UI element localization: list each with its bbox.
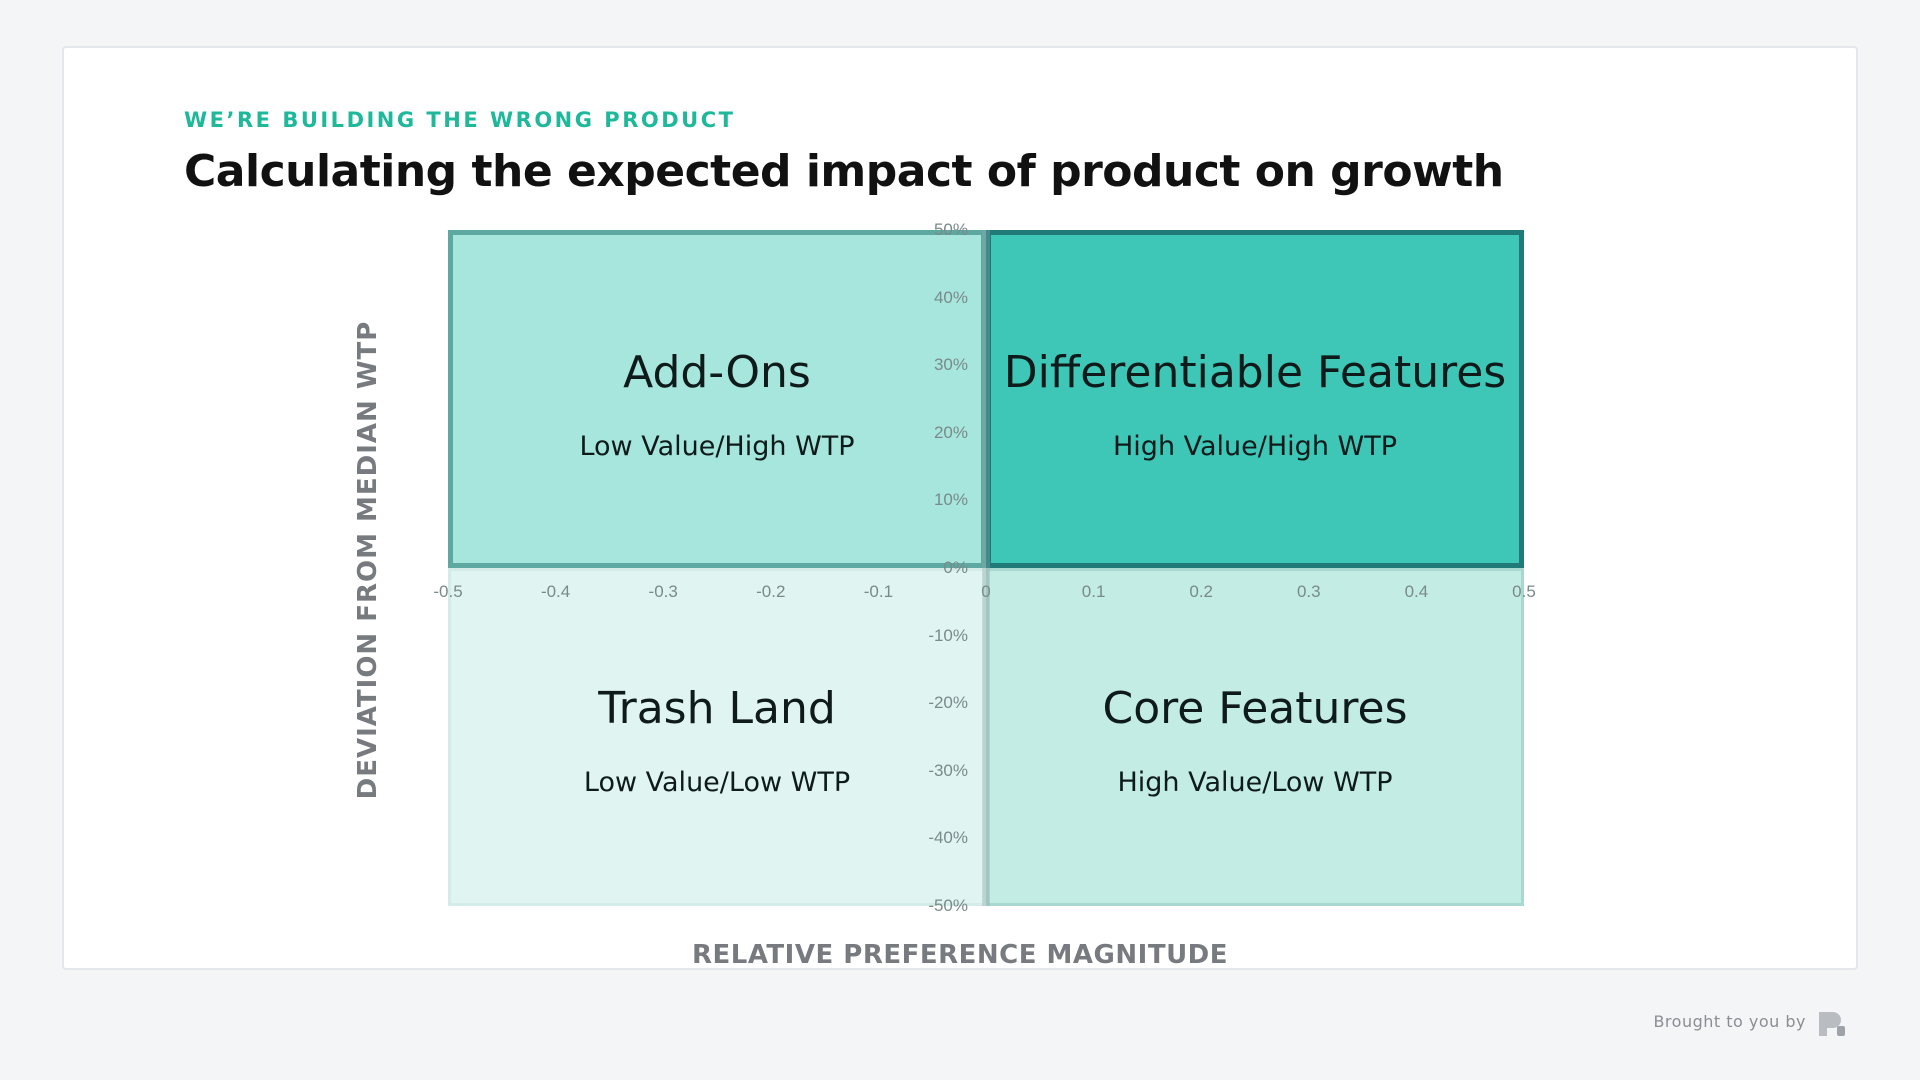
y-axis-label: DEVIATION FROM MEDIAN WTP (353, 320, 383, 800)
quadrant-subtitle: High Value/Low WTP (1117, 767, 1393, 798)
quadrant-core-features: Core Features High Value/Low WTP (986, 568, 1524, 906)
y-tick-label: 20% (933, 422, 968, 442)
x-tick-label: -0.5 (433, 582, 463, 601)
page-title: Calculating the expected impact of produ… (184, 146, 1504, 197)
y-tick-label: 10% (933, 490, 968, 510)
quadrant-title: Trash Land (598, 683, 836, 734)
y-tick-label: -30% (928, 760, 968, 780)
x-tick-label: 0.4 (1404, 582, 1429, 601)
quadrant-add-ons: Add-Ons Low Value/High WTP (448, 230, 986, 568)
x-tick-label: 0.1 (1081, 582, 1106, 601)
y-tick-label: 30% (933, 355, 968, 375)
quadrant-title: Core Features (1102, 683, 1408, 734)
quadrant-trash-land: Trash Land Low Value/Low WTP (448, 568, 986, 906)
x-tick-label: 0.2 (1189, 582, 1214, 601)
quadrant-differentiable-features: Differentiable Features High Value/High … (986, 230, 1524, 568)
y-tick-label: -50% (928, 896, 968, 915)
quadrant-title: Differentiable Features (1003, 347, 1507, 398)
y-tick-label: 0% (943, 558, 968, 577)
x-tick-label: -0.3 (648, 582, 678, 601)
x-tick-label: 0.5 (1512, 582, 1536, 601)
y-tick-label: -10% (928, 625, 968, 645)
y-tick-label: 50% (933, 220, 968, 239)
x-tick-label: -0.2 (756, 582, 786, 601)
quadrant-subtitle: Low Value/High WTP (579, 431, 855, 462)
eyebrow-label: WE’RE BUILDING THE WRONG PRODUCT (184, 108, 736, 132)
x-tick-label: 0.3 (1296, 582, 1321, 601)
quadrant-subtitle: Low Value/Low WTP (583, 767, 851, 798)
p-logo-icon[interactable] (1815, 1008, 1849, 1040)
y-tick-label: -20% (928, 693, 968, 713)
y-tick-label: 40% (933, 287, 968, 307)
x-axis-label: RELATIVE PREFERENCE MAGNITUDE (691, 940, 1229, 970)
y-axis-line (982, 230, 990, 906)
x-tick-label: -0.1 (863, 582, 894, 601)
quadrant-subtitle: High Value/High WTP (1113, 431, 1397, 462)
x-tick-label: -0.4 (540, 582, 571, 601)
x-tick-label: 0 (981, 582, 991, 601)
y-tick-label: -40% (928, 828, 968, 848)
quadrant-title: Add-Ons (623, 347, 811, 398)
brought-by-text: Brought to you by (1653, 1012, 1806, 1031)
